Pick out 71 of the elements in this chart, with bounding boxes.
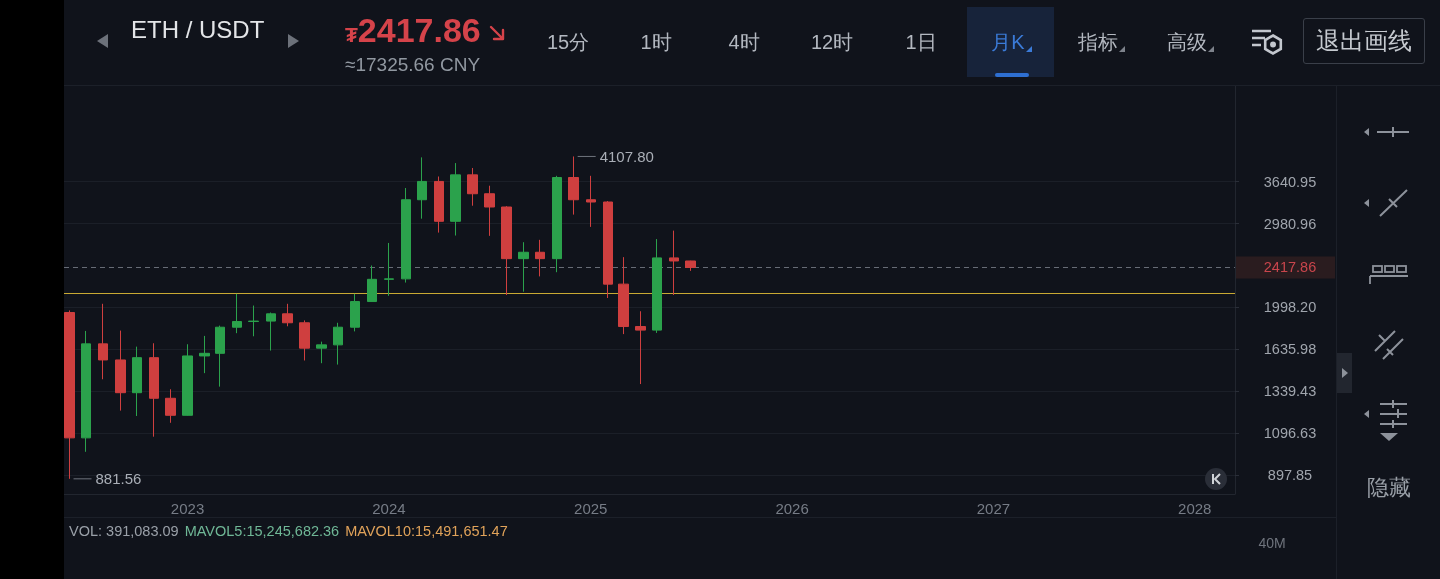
- y-tick-label: 1339.43: [1263, 383, 1317, 400]
- candlestick: [484, 185, 495, 237]
- candlestick: [467, 167, 478, 207]
- x-tick-label: 2026: [775, 500, 809, 517]
- candlestick: [401, 187, 411, 284]
- text: 月K: [991, 31, 1025, 53]
- candlestick: [149, 342, 159, 438]
- x-tick-label: 2023: [170, 500, 205, 517]
- candlestick: [316, 341, 327, 364]
- candlestick: [434, 175, 444, 234]
- candlestick: [350, 293, 360, 332]
- y-tick-label: 3640.95: [1263, 173, 1317, 190]
- text: 隐藏: [1367, 475, 1411, 500]
- y-tick-label: 1096.63: [1263, 425, 1317, 442]
- text: 12时: [810, 31, 854, 53]
- candlestick: [603, 200, 613, 299]
- annotation: 4107.80: [599, 147, 654, 165]
- exit-button: 退出画线: [1303, 18, 1425, 64]
- text: 15分: [546, 31, 590, 53]
- candlestick: [282, 303, 293, 327]
- candlestick: [669, 230, 679, 296]
- x-tick-label: 2024: [372, 500, 406, 517]
- candlestick: [64, 309, 75, 480]
- candlestick: [333, 322, 343, 366]
- candlestick: [552, 175, 562, 273]
- candlestick: [367, 264, 377, 303]
- candlestick: [501, 205, 512, 296]
- candlestick: [450, 162, 461, 237]
- candlestick: [518, 241, 529, 293]
- candlestick: [586, 175, 596, 228]
- annotation: 881.56: [95, 470, 142, 488]
- y-tick-label: 1998.20: [1263, 299, 1317, 316]
- candlestick: [98, 303, 108, 380]
- candlestick: [635, 310, 646, 385]
- text: ≈17325.66 CNY: [345, 53, 481, 75]
- candlestick: [115, 330, 126, 412]
- candlestick: [215, 325, 225, 388]
- candlestick: [199, 335, 210, 374]
- candlestick: [165, 388, 176, 424]
- x-tick-label: 2028: [1178, 500, 1212, 517]
- chart-subtitle: ₮2417.86: [345, 11, 481, 49]
- candlestick: [384, 242, 394, 297]
- text: 40M: [1258, 535, 1286, 551]
- text: VOL: 391,083.09: [69, 522, 179, 540]
- text: 高级: [1167, 31, 1207, 53]
- candlestick: [535, 239, 545, 277]
- chart-title: ETH / USDT: [131, 16, 265, 43]
- candlestick: [132, 346, 142, 417]
- y-tick-label: 897.85: [1267, 467, 1313, 483]
- text: 1时: [640, 31, 672, 53]
- candlestick: [299, 319, 310, 361]
- candlestick: [618, 256, 629, 335]
- candlestick: [568, 155, 579, 216]
- candlestick: [685, 260, 696, 272]
- candlestick: [81, 330, 91, 453]
- y-tick-label: 2980.96: [1263, 215, 1317, 232]
- x-tick-label: 2025: [574, 500, 608, 517]
- candlestick: [182, 343, 193, 417]
- text: MAVOL5:15,245,682.36: [184, 522, 340, 540]
- candlestick: [248, 305, 259, 337]
- candlestick: [232, 293, 242, 334]
- candlestick: [417, 156, 427, 220]
- candlestick: [652, 238, 662, 334]
- text: MAVOL10:15,491,651.47: [345, 522, 508, 540]
- text: 4时: [728, 31, 760, 53]
- text: 1日: [905, 31, 937, 53]
- text: 指标: [1078, 31, 1118, 53]
- candlestick: [266, 312, 276, 352]
- ref-line-label: 2417.86: [1263, 259, 1317, 276]
- y-tick-label: 1635.98: [1263, 341, 1317, 358]
- x-tick-label: 2027: [976, 500, 1011, 517]
